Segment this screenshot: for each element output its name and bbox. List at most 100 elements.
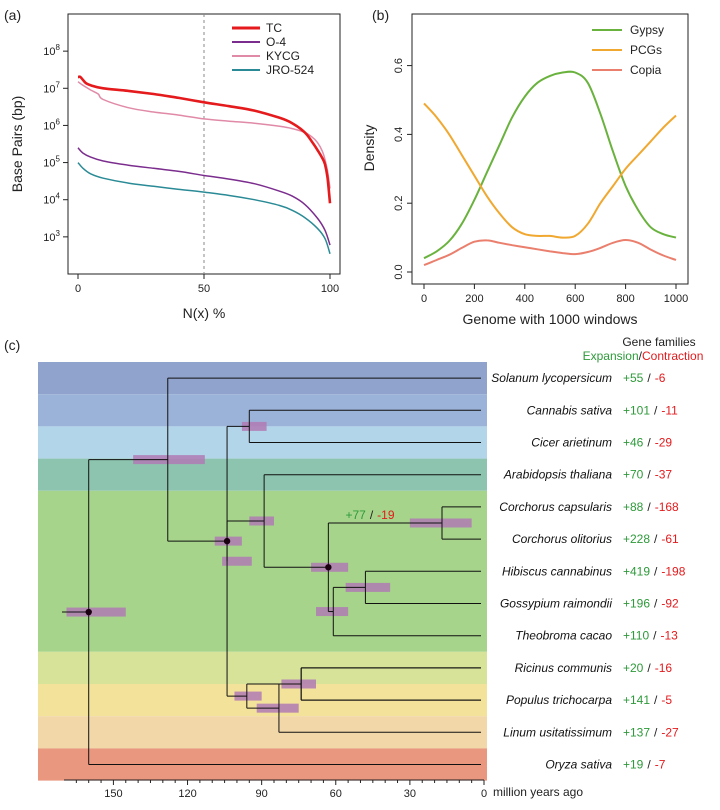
- panel-c-taxon-name: Theobroma cacao: [515, 629, 612, 643]
- panel-c-gene-family-count: +137 /-27: [623, 725, 679, 739]
- panel-a-series-line: [77, 162, 331, 255]
- panel-label-a: (a): [4, 7, 21, 23]
- panel-label-c: (c): [4, 337, 20, 353]
- panel-a-y-label: Base Pairs (bp): [9, 96, 25, 192]
- panel-c-taxon-name: Cicer arietinum: [531, 436, 612, 450]
- panel-c-expansion-count: +88: [623, 500, 644, 514]
- panel-c-count-separator: /: [647, 500, 651, 514]
- panel-a-y-tick-label: 103: [43, 229, 60, 244]
- panel-c-gene-family-count: +88/ -168: [623, 500, 679, 514]
- panel-b-x-tick-label: 400: [516, 293, 534, 305]
- gene-families-subtitle: Expansion/Contraction: [583, 349, 704, 363]
- panel-a-y-tick-label: 104: [43, 192, 60, 207]
- panel-c-divergence-interval: [234, 691, 262, 701]
- panel-b-series-line: [423, 238, 677, 267]
- panel-a-series-line: [77, 147, 331, 246]
- panel-a-x-label: N(x) %: [183, 305, 226, 321]
- panel-c-axis-tick-label: 150: [104, 788, 122, 800]
- panel-a-y-tick-exponent: 8: [56, 43, 61, 52]
- panel-c-tree: Solanum lycopersicum Cannabis sativa Cicer…: [38, 335, 703, 800]
- gene-families-title: Gene families: [622, 335, 695, 349]
- panel-c-gene-family-count: +228 /-61: [623, 532, 679, 546]
- panel-a-series-line: [77, 75, 332, 204]
- panel-c-expansion-count: +228: [623, 532, 650, 546]
- panel-c-count-separator: /: [654, 564, 658, 578]
- panel-c-time-axis: 150 120 90 60 30 0: [64, 779, 487, 800]
- panel-a-legend-label: KYCG: [266, 49, 300, 63]
- panel-c-contraction-count: -29: [655, 436, 673, 450]
- panel-b-x-tick-label: 600: [566, 293, 584, 305]
- panel-c-expansion-count: +110: [623, 629, 649, 643]
- panel-c-taxon-name: Hibiscus cannabinus: [502, 564, 612, 578]
- panel-b-y-tick-label: 0.6: [393, 58, 405, 73]
- panel-c-taxon-name: Arabidopsis thaliana: [503, 468, 612, 482]
- panel-a-y-tick-exponent: 6: [56, 117, 61, 126]
- panel-c-gene-family-counts: +55/-6+101/-11+46/-29+70/-37+88/-168+228…: [623, 371, 686, 771]
- panel-c-divergence-interval: [133, 455, 205, 465]
- panel-a-y-tick-exponent: 7: [56, 80, 61, 89]
- panel-c-expansion-count: +55: [623, 371, 644, 385]
- panel-b-x-ticks: 0 200 400 600 800 1000: [421, 284, 688, 305]
- panel-a-y-tick-exponent: 5: [56, 155, 61, 164]
- panel-c-axis-tick-label: 30: [404, 788, 416, 800]
- panel-a-y-tick-base: 10: [43, 195, 55, 207]
- panel-b-series: [423, 70, 677, 267]
- panel-c-expansion-count: +137: [623, 725, 650, 739]
- panel-a-y-tick-base: 10: [43, 120, 55, 132]
- panel-b-chart: 0.0 0.2 0.4 0.6 0 200 400 600 800 1000 Gypsy PCGs…: [361, 13, 689, 327]
- panel-c-count-separator: /: [653, 629, 657, 643]
- panel-c-contraction-count: -7: [655, 758, 666, 772]
- panel-a-series: [77, 75, 332, 255]
- panel-c-count-separator: /: [647, 436, 651, 450]
- panel-c-divergence-interval: [222, 556, 252, 566]
- panel-c-divergence-interval: [66, 607, 126, 617]
- panel-a-y-tick-base: 10: [43, 232, 55, 244]
- panel-c-gene-family-count: +196 /-92: [623, 597, 679, 611]
- panel-c-gene-family-count: +20/ -16: [623, 661, 672, 675]
- panel-c-expansion-count: +70: [623, 468, 644, 482]
- panel-a-series-line: [77, 81, 331, 189]
- panel-c-taxon-name: Cannabis sativa: [527, 403, 613, 417]
- panel-a-y-tick-exponent: 3: [56, 229, 61, 238]
- panel-c-divergence-interval: [345, 582, 391, 592]
- panel-c-taxon-name: Corchorus olitorius: [512, 532, 612, 546]
- node-annotation-slash: /: [370, 508, 374, 522]
- panel-c-x-label: million years ago: [493, 785, 583, 799]
- panel-c-count-separator: /: [647, 371, 651, 385]
- panel-a-y-tick-label: 108: [43, 43, 60, 58]
- panel-c-contraction-count: -168: [655, 500, 679, 514]
- panel-c-taxon-name: Gossypium raimondii: [500, 597, 612, 611]
- panel-c-gene-family-count: +110 /-13: [623, 629, 678, 643]
- panel-c-count-separator: /: [654, 693, 658, 707]
- panel-c-taxon-name: Linum usitatissimum: [503, 725, 612, 739]
- panel-c-contraction-count: -5: [661, 693, 672, 707]
- expansion-label: Expansion: [583, 349, 639, 363]
- panel-c-expansion-count: +20: [623, 661, 644, 675]
- panel-label-b: (b): [372, 7, 389, 23]
- panel-c-contraction-count: -92: [661, 597, 679, 611]
- panel-a-legend-label: O-4: [266, 35, 286, 49]
- panel-c-contraction-count: -37: [655, 468, 673, 482]
- panel-a-x-ticks: 0 50 100: [75, 274, 339, 295]
- panel-c-contraction-count: -198: [661, 564, 685, 578]
- panel-b-legend: Gypsy PCGs Copia: [592, 23, 664, 77]
- panel-c-count-separator: /: [654, 597, 658, 611]
- panel-c-count-separator: /: [647, 758, 651, 772]
- panel-c-gene-family-count: +101 /-11: [623, 403, 678, 417]
- panel-b-y-tick-label: 0.4: [393, 127, 405, 142]
- panel-c-gene-family-count: +19/ -7: [623, 758, 666, 772]
- panel-b-y-tick-label: 0.2: [393, 196, 405, 211]
- panel-c-gene-family-count: +70/ -37: [623, 468, 672, 482]
- panel-b-legend-label: Gypsy: [630, 23, 664, 37]
- panel-c-expansion-count: +419: [623, 564, 650, 578]
- panel-b-y-ticks: 0.0 0.2 0.4 0.6: [393, 58, 412, 280]
- panel-a-legend-label: TC: [266, 21, 282, 35]
- panel-a-y-tick-base: 10: [43, 158, 55, 170]
- panel-a-legend-label: JRO-524: [266, 63, 314, 77]
- panel-c-contraction-count: -27: [661, 725, 679, 739]
- panel-c-calibration-node: [85, 608, 92, 616]
- panel-c-expansion-count: +101: [623, 403, 650, 417]
